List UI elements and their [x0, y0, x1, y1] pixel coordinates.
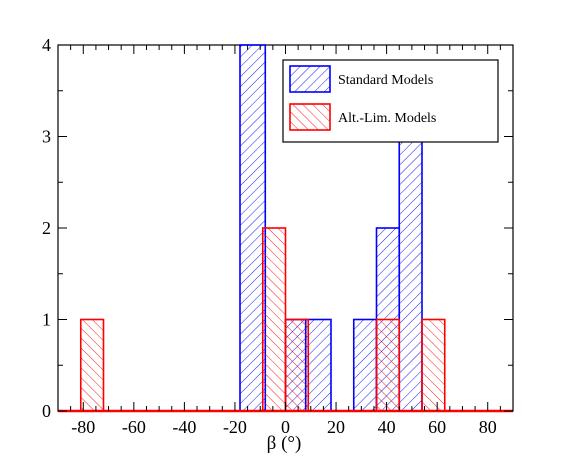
y-tick-label: 3 — [42, 127, 51, 147]
legend-swatch-alt-lim — [289, 103, 331, 131]
bar-standard-5 — [398, 135, 423, 412]
x-tick-label: -60 — [122, 417, 146, 437]
y-tick-label: 4 — [42, 35, 51, 55]
y-tick-label: 2 — [42, 218, 51, 238]
x-tick-label: 0 — [281, 417, 290, 437]
bar-standard-0 — [239, 44, 267, 412]
ticks-layer: -80 -60 -40 -20 0 20 40 60 80 0 1 2 3 4 — [42, 35, 514, 437]
x-axis-title: β (°) — [267, 433, 302, 454]
bar-alt-lim-1 — [261, 227, 287, 412]
y-tick-label: 1 — [42, 310, 51, 330]
bar-alt-lim-2 — [284, 318, 310, 412]
x-tick-label: 60 — [428, 417, 446, 437]
x-tick-label: -80 — [71, 417, 95, 437]
bar-standard-3 — [352, 318, 378, 412]
legend-label-alt-lim: Alt.-Lim. Models — [338, 111, 436, 126]
legend-swatch-standard — [289, 65, 331, 93]
bar-alt-lim-0 — [79, 318, 105, 412]
legend-label-standard: Standard Models — [338, 73, 433, 88]
bar-standard-2 — [304, 318, 332, 412]
y-tick-label: 0 — [42, 401, 51, 421]
x-tick-label: -40 — [172, 417, 196, 437]
x-tick-label: 80 — [479, 417, 497, 437]
x-tick-label: 40 — [378, 417, 396, 437]
bar-alt-lim-4 — [421, 318, 446, 412]
legend: Standard Models Alt.-Lim. Models — [282, 59, 499, 143]
x-tick-label: 20 — [327, 417, 345, 437]
bar-alt-lim-3 — [375, 318, 401, 412]
x-tick-label: -20 — [223, 417, 247, 437]
